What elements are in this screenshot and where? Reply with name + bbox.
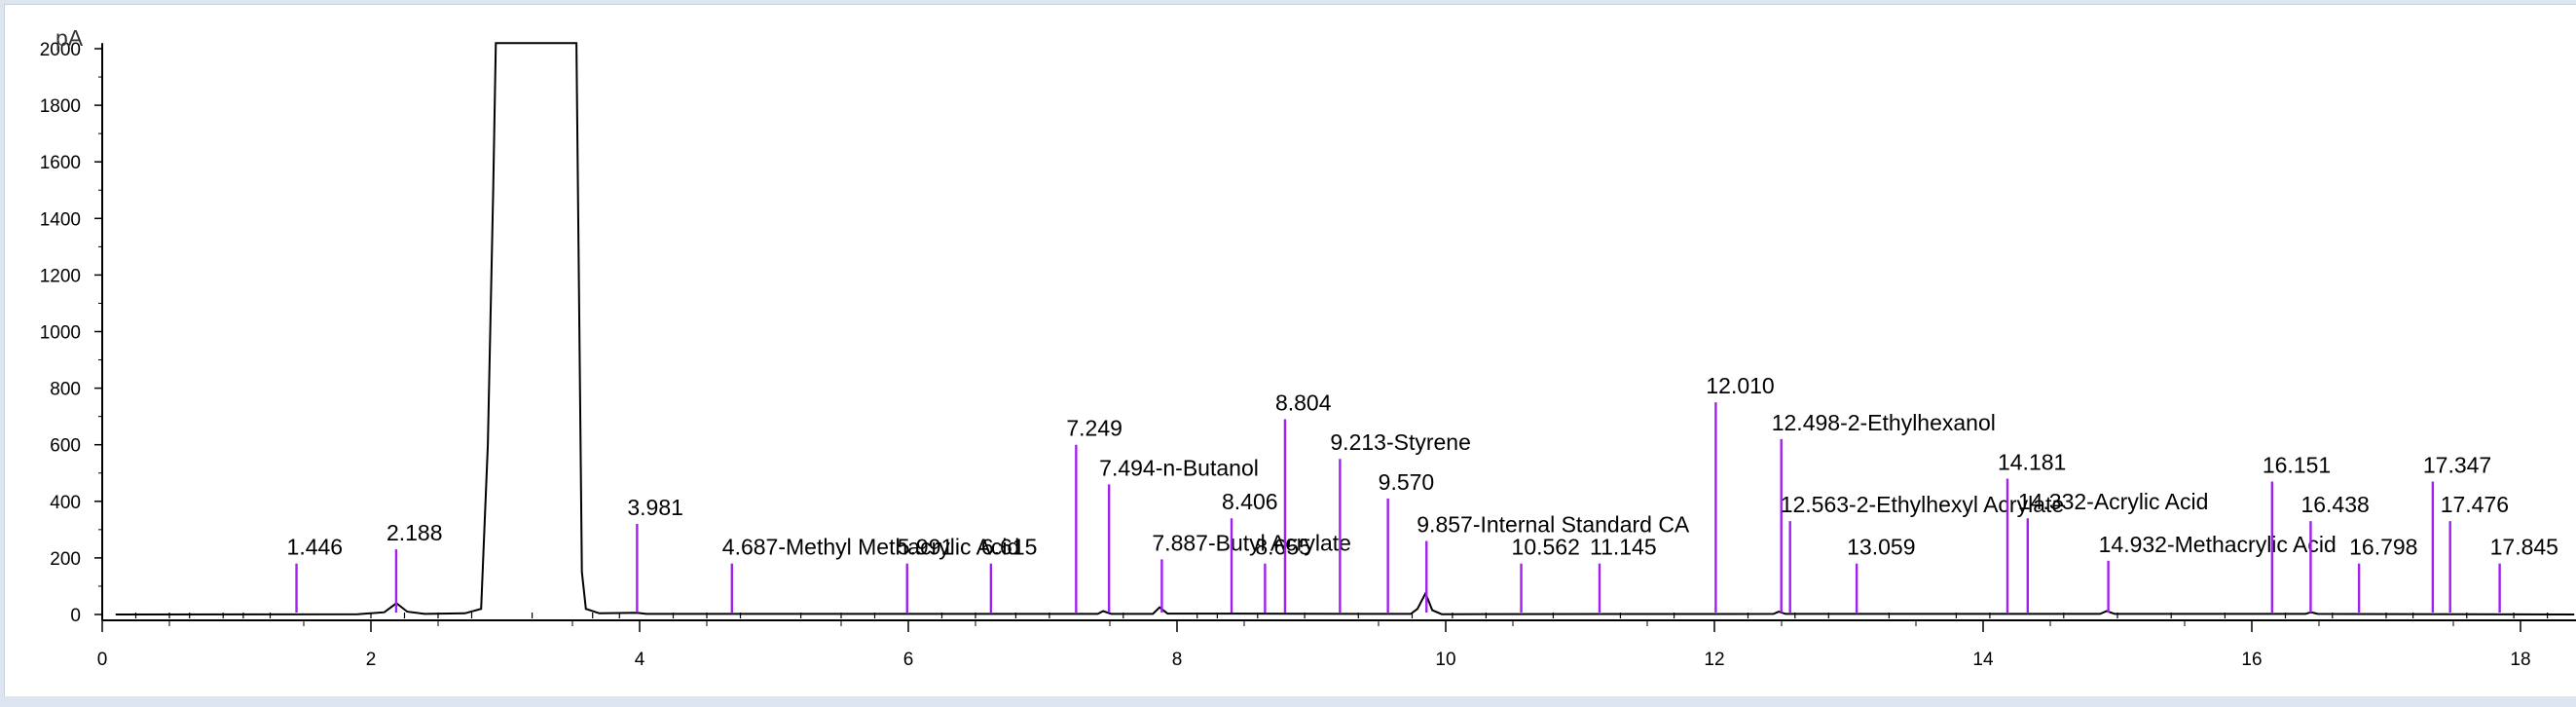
x-tick-label: 8 — [1172, 650, 1183, 670]
y-tick-label: 1800 — [40, 96, 81, 117]
axes — [101, 43, 2576, 621]
x-tick-label: 10 — [1435, 650, 1455, 670]
peak-label: 16.438 — [2300, 492, 2369, 517]
peak-label: 7.494-n-Butanol — [1099, 455, 1259, 480]
peak-label: 14.181 — [1998, 450, 2066, 475]
peak-label: 16.151 — [2263, 452, 2331, 477]
peak-label: 14.932-Methacrylic Acid — [2099, 532, 2337, 557]
peak-label: 9.213-Styrene — [1330, 429, 1470, 455]
peak-label: 12.010 — [1706, 373, 1774, 398]
y-tick-label: 200 — [50, 549, 81, 570]
peak-label: 16.798 — [2349, 535, 2417, 560]
x-tick-label: 0 — [97, 650, 108, 670]
x-tick-label: 18 — [2510, 650, 2530, 670]
chromatogram-trace-group — [115, 42, 2575, 618]
x-tick-label: 14 — [1972, 650, 1994, 670]
y-tick-label: 0 — [70, 606, 81, 626]
x-tick-label: 4 — [635, 650, 645, 670]
peak-label: 9.570 — [1379, 469, 1435, 495]
y-axis-ticks: 0 200 400 600 800 1000 1200 1400 1600 1800 2000 — [40, 40, 102, 626]
y-tick-label: 1000 — [40, 323, 81, 344]
y-tick-label: 800 — [50, 380, 81, 400]
peak-markers: 1.446 2.188 3.981 4.687-Methyl Methacrylic … — [287, 373, 2558, 613]
peak-label: 4.687-Methyl Methacrylic Acid — [722, 535, 1020, 560]
y-tick-label: 1600 — [40, 153, 81, 173]
peak-label: 9.857-Internal Standard CA — [1417, 511, 1690, 537]
peak-label: 1.446 — [287, 535, 344, 560]
peak-label: 12.498-2-Ethylhexanol — [1772, 410, 1996, 435]
y-axis-unit-label: pA — [55, 25, 84, 51]
peak-label: 8.406 — [1222, 489, 1278, 514]
x-tick-label: 2 — [366, 650, 377, 670]
peak-label: 10.562 — [1512, 535, 1580, 560]
chromatogram-plot-area[interactable]: 0 200 400 600 800 1000 1200 1400 1600 1800 2000 0 2… — [4, 4, 2576, 696]
chromatogram-chart: 0 200 400 600 800 1000 1200 1400 1600 1800 2000 0 2… — [40, 25, 2576, 670]
chromatogram-trace — [115, 42, 2575, 615]
x-axis-ticks: 0 2 4 6 8 10 12 14 16 18 — [97, 620, 2531, 670]
x-tick-label: 16 — [2241, 650, 2262, 670]
peak-label: 2.188 — [386, 520, 443, 545]
y-tick-label: 600 — [50, 436, 81, 457]
peak-label: 6.615 — [981, 535, 1038, 560]
peak-label: 17.347 — [2423, 452, 2491, 477]
peak-label: 7.887-Butyl Acrylate — [1152, 530, 1351, 555]
peak-label: 17.845 — [2490, 535, 2558, 560]
peak-label: 12.563-2-Ethylhexyl Acrylate — [1781, 492, 2064, 517]
y-tick-label: 1200 — [40, 266, 81, 286]
x-tick-label: 12 — [1704, 650, 1724, 670]
peak-label: 14.332-Acrylic Acid — [2018, 489, 2209, 514]
peak-label: 8.804 — [1275, 391, 1332, 416]
peak-label: 5.991 — [898, 535, 954, 560]
x-tick-label: 6 — [903, 650, 914, 670]
peak-label: 7.249 — [1066, 416, 1122, 441]
y-tick-label: 2000 — [40, 40, 81, 60]
peak-label: 3.981 — [627, 495, 683, 520]
y-tick-label: 1400 — [40, 209, 81, 230]
peak-label: 13.059 — [1847, 535, 1915, 560]
peak-label: 11.145 — [1590, 535, 1657, 560]
peak-label: 17.476 — [2441, 492, 2509, 517]
peak-label: 8.655 — [1255, 535, 1311, 560]
y-tick-label: 400 — [50, 493, 81, 513]
